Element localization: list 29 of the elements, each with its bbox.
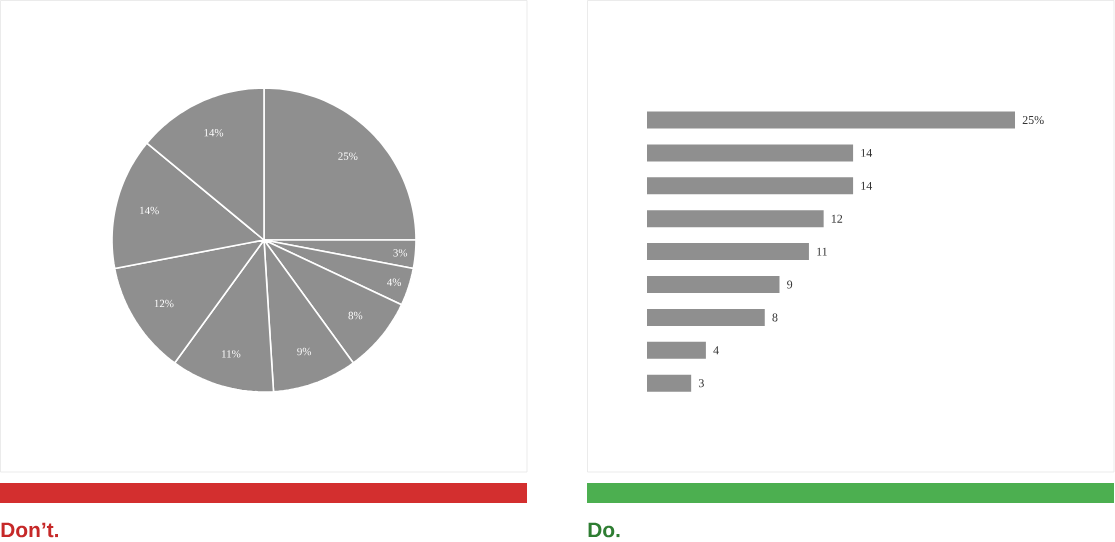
data-label: 14 — [861, 148, 873, 157]
text: Don’t. — [1, 522, 59, 538]
bar — [647, 177, 854, 195]
bar — [647, 243, 809, 261]
data-label: 9 — [787, 280, 793, 289]
data-label: 25% — [338, 152, 358, 160]
data-label: 11 — [817, 247, 827, 256]
bar — [647, 111, 1016, 129]
data-label: 14% — [140, 206, 159, 215]
data-label: 25% — [1022, 115, 1044, 125]
data-label: 12% — [154, 299, 174, 308]
bar — [647, 374, 692, 392]
bar — [647, 276, 780, 293]
data-label: 8 — [772, 313, 778, 322]
text: Do. — [588, 522, 620, 538]
data-label: 4 — [713, 346, 719, 355]
data-label: 14 — [861, 181, 873, 190]
bar — [647, 341, 706, 359]
data-label: 8% — [348, 311, 363, 320]
bar — [647, 210, 824, 228]
data-label: 4% — [387, 278, 402, 286]
bar — [647, 144, 854, 162]
data-label: 12 — [831, 214, 843, 223]
data-label: 11% — [222, 350, 241, 358]
data-label: 9% — [297, 347, 312, 356]
bar — [647, 308, 765, 326]
data-label: 14% — [204, 129, 224, 137]
data-label: 3 — [698, 379, 704, 388]
data-label: 3% — [393, 249, 408, 257]
